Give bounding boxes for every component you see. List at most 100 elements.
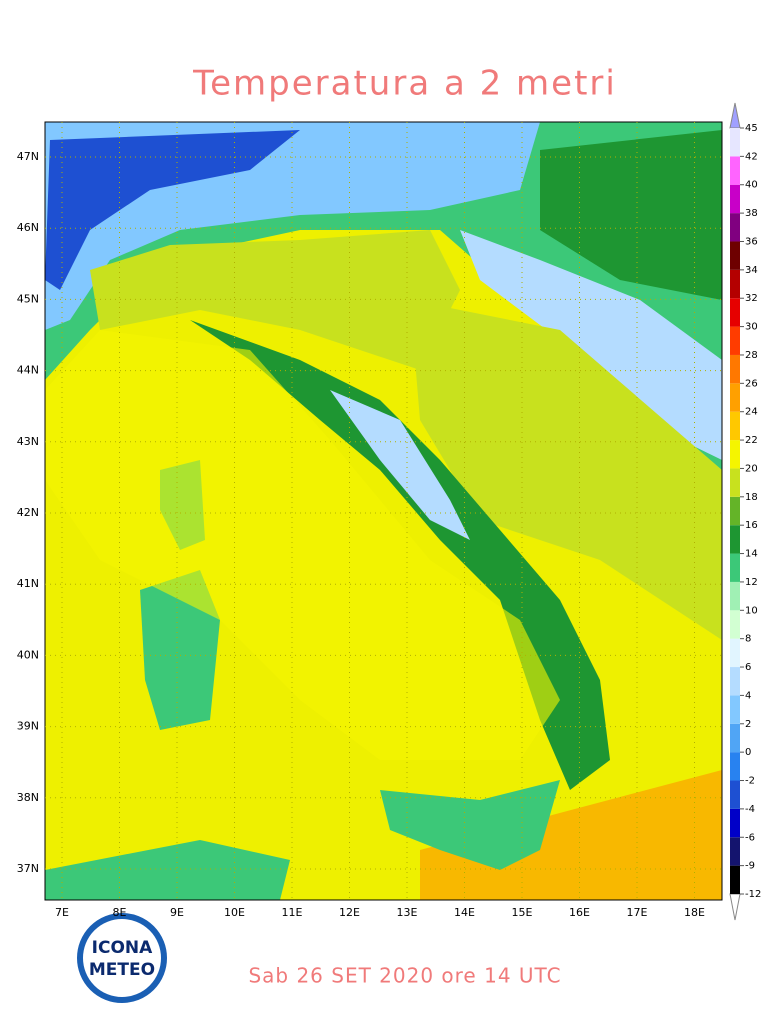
- colorbar-label: 12: [745, 577, 758, 588]
- colorbar-label: 18: [745, 492, 758, 503]
- colorbar: -12-9-6-4-202468101214161820222426283032…: [729, 102, 761, 921]
- adriatic: [410, 300, 722, 640]
- colorbar-label: 20: [745, 463, 758, 474]
- colorbar-band: [730, 553, 740, 582]
- colorbar-band: [730, 354, 740, 384]
- lon-label: 15E: [512, 906, 533, 919]
- colorbar-label: 24: [745, 407, 758, 418]
- colorbar-label: 2: [745, 719, 751, 730]
- colorbar-label: 40: [745, 180, 758, 191]
- colorbar-label: -6: [745, 832, 755, 843]
- colorbar-label: 30: [745, 322, 758, 333]
- lat-label: 38N: [17, 791, 39, 804]
- lat-label: 42N: [17, 506, 39, 519]
- lat-label: 45N: [17, 292, 39, 305]
- colorbar-top: [729, 102, 741, 129]
- lon-label: 12E: [339, 906, 360, 919]
- apennines-cold: [330, 390, 470, 540]
- colorbar-band: [730, 837, 740, 866]
- colorbar-label: 38: [745, 208, 758, 219]
- colorbar-band: [730, 269, 740, 299]
- colorbar-label: 14: [745, 549, 758, 560]
- colorbar-band: [730, 496, 740, 526]
- colorbar-band: [730, 128, 740, 157]
- colorbar-label: -4: [745, 804, 755, 815]
- colorbar-band: [730, 752, 740, 781]
- colorbar-band: [730, 213, 740, 242]
- alps-colder: [45, 130, 300, 290]
- colorbar-band: [730, 156, 740, 185]
- colorbar-label: -12: [745, 889, 761, 900]
- lat-label: 41N: [17, 577, 39, 590]
- colorbar-band: [730, 184, 740, 214]
- map-frame: [44, 121, 723, 901]
- colorbar-band: [730, 581, 740, 611]
- colorbar-label: 28: [745, 350, 758, 361]
- po-valley: [90, 230, 460, 370]
- africa: [45, 840, 290, 900]
- lat-label: 40N: [17, 648, 39, 661]
- lon-label: 10E: [224, 906, 245, 919]
- colorbar-label: -2: [745, 776, 755, 787]
- colorbar-label: 32: [745, 293, 758, 304]
- lon-label: 14E: [454, 906, 475, 919]
- colorbar-band: [730, 610, 740, 639]
- colorbar-label: 36: [745, 236, 758, 247]
- colorbar-band: [730, 326, 740, 355]
- sicily: [380, 780, 560, 870]
- apennines: [190, 320, 610, 790]
- colorbar-band: [730, 865, 740, 894]
- colorbar-band: [730, 667, 740, 696]
- colorbar-label: 6: [745, 662, 751, 673]
- lat-label: 47N: [17, 150, 39, 163]
- colorbar-label: 42: [745, 151, 758, 162]
- east-green: [540, 130, 722, 300]
- colorbar-label: 0: [745, 747, 751, 758]
- lon-label: 18E: [684, 906, 705, 919]
- colorbar-bottom: [729, 893, 741, 921]
- colorbar-band: [730, 298, 740, 327]
- logo-text: ICONA: [92, 938, 153, 958]
- colorbar-label: -9: [745, 861, 755, 872]
- title: Temperatura a 2 metri: [192, 64, 617, 104]
- lon-label: 11E: [282, 906, 303, 919]
- colorbar-label: 26: [745, 378, 758, 389]
- colorbar-band: [730, 780, 740, 809]
- lat-label: 39N: [17, 720, 39, 733]
- lon-label: 7E: [55, 906, 69, 919]
- colorbar-label: 4: [745, 690, 751, 701]
- logo-ring: [77, 913, 167, 1003]
- colorbar-label: 45: [745, 123, 758, 134]
- colorbar-band: [730, 383, 740, 412]
- colorbar-label: 34: [745, 265, 758, 276]
- colorbar-label: 10: [745, 605, 758, 616]
- lat-label: 43N: [17, 435, 39, 448]
- lon-label: 9E: [170, 906, 184, 919]
- colorbar-band: [730, 525, 740, 554]
- lon-label: 16E: [569, 906, 590, 919]
- colorbar-band: [730, 411, 740, 441]
- lat-label: 44N: [17, 364, 39, 377]
- lon-label: 17E: [627, 906, 648, 919]
- colorbar-band: [730, 440, 740, 469]
- colorbar-label: 16: [745, 520, 758, 531]
- colorbar-label: 8: [745, 634, 751, 645]
- colorbar-band: [730, 468, 740, 497]
- colorbar-band: [730, 638, 740, 668]
- map: [44, 121, 723, 901]
- colorbar-label: 22: [745, 435, 758, 446]
- logo-text: METEO: [89, 960, 155, 980]
- tyrrhenian: [45, 330, 560, 760]
- lat-label: 37N: [17, 862, 39, 875]
- lon-label: 13E: [397, 906, 418, 919]
- colorbar-band: [730, 241, 740, 270]
- colorbar-band: [730, 723, 740, 753]
- lat-label: 46N: [17, 221, 39, 234]
- footer-date: Sab 26 SET 2020 ore 14 UTC: [248, 964, 561, 988]
- colorbar-band: [730, 808, 740, 838]
- colorbar-band: [730, 695, 740, 724]
- logo: ICONA METEO: [77, 913, 167, 1003]
- lon-label: 8E: [113, 906, 127, 919]
- balkan-cool: [460, 230, 722, 460]
